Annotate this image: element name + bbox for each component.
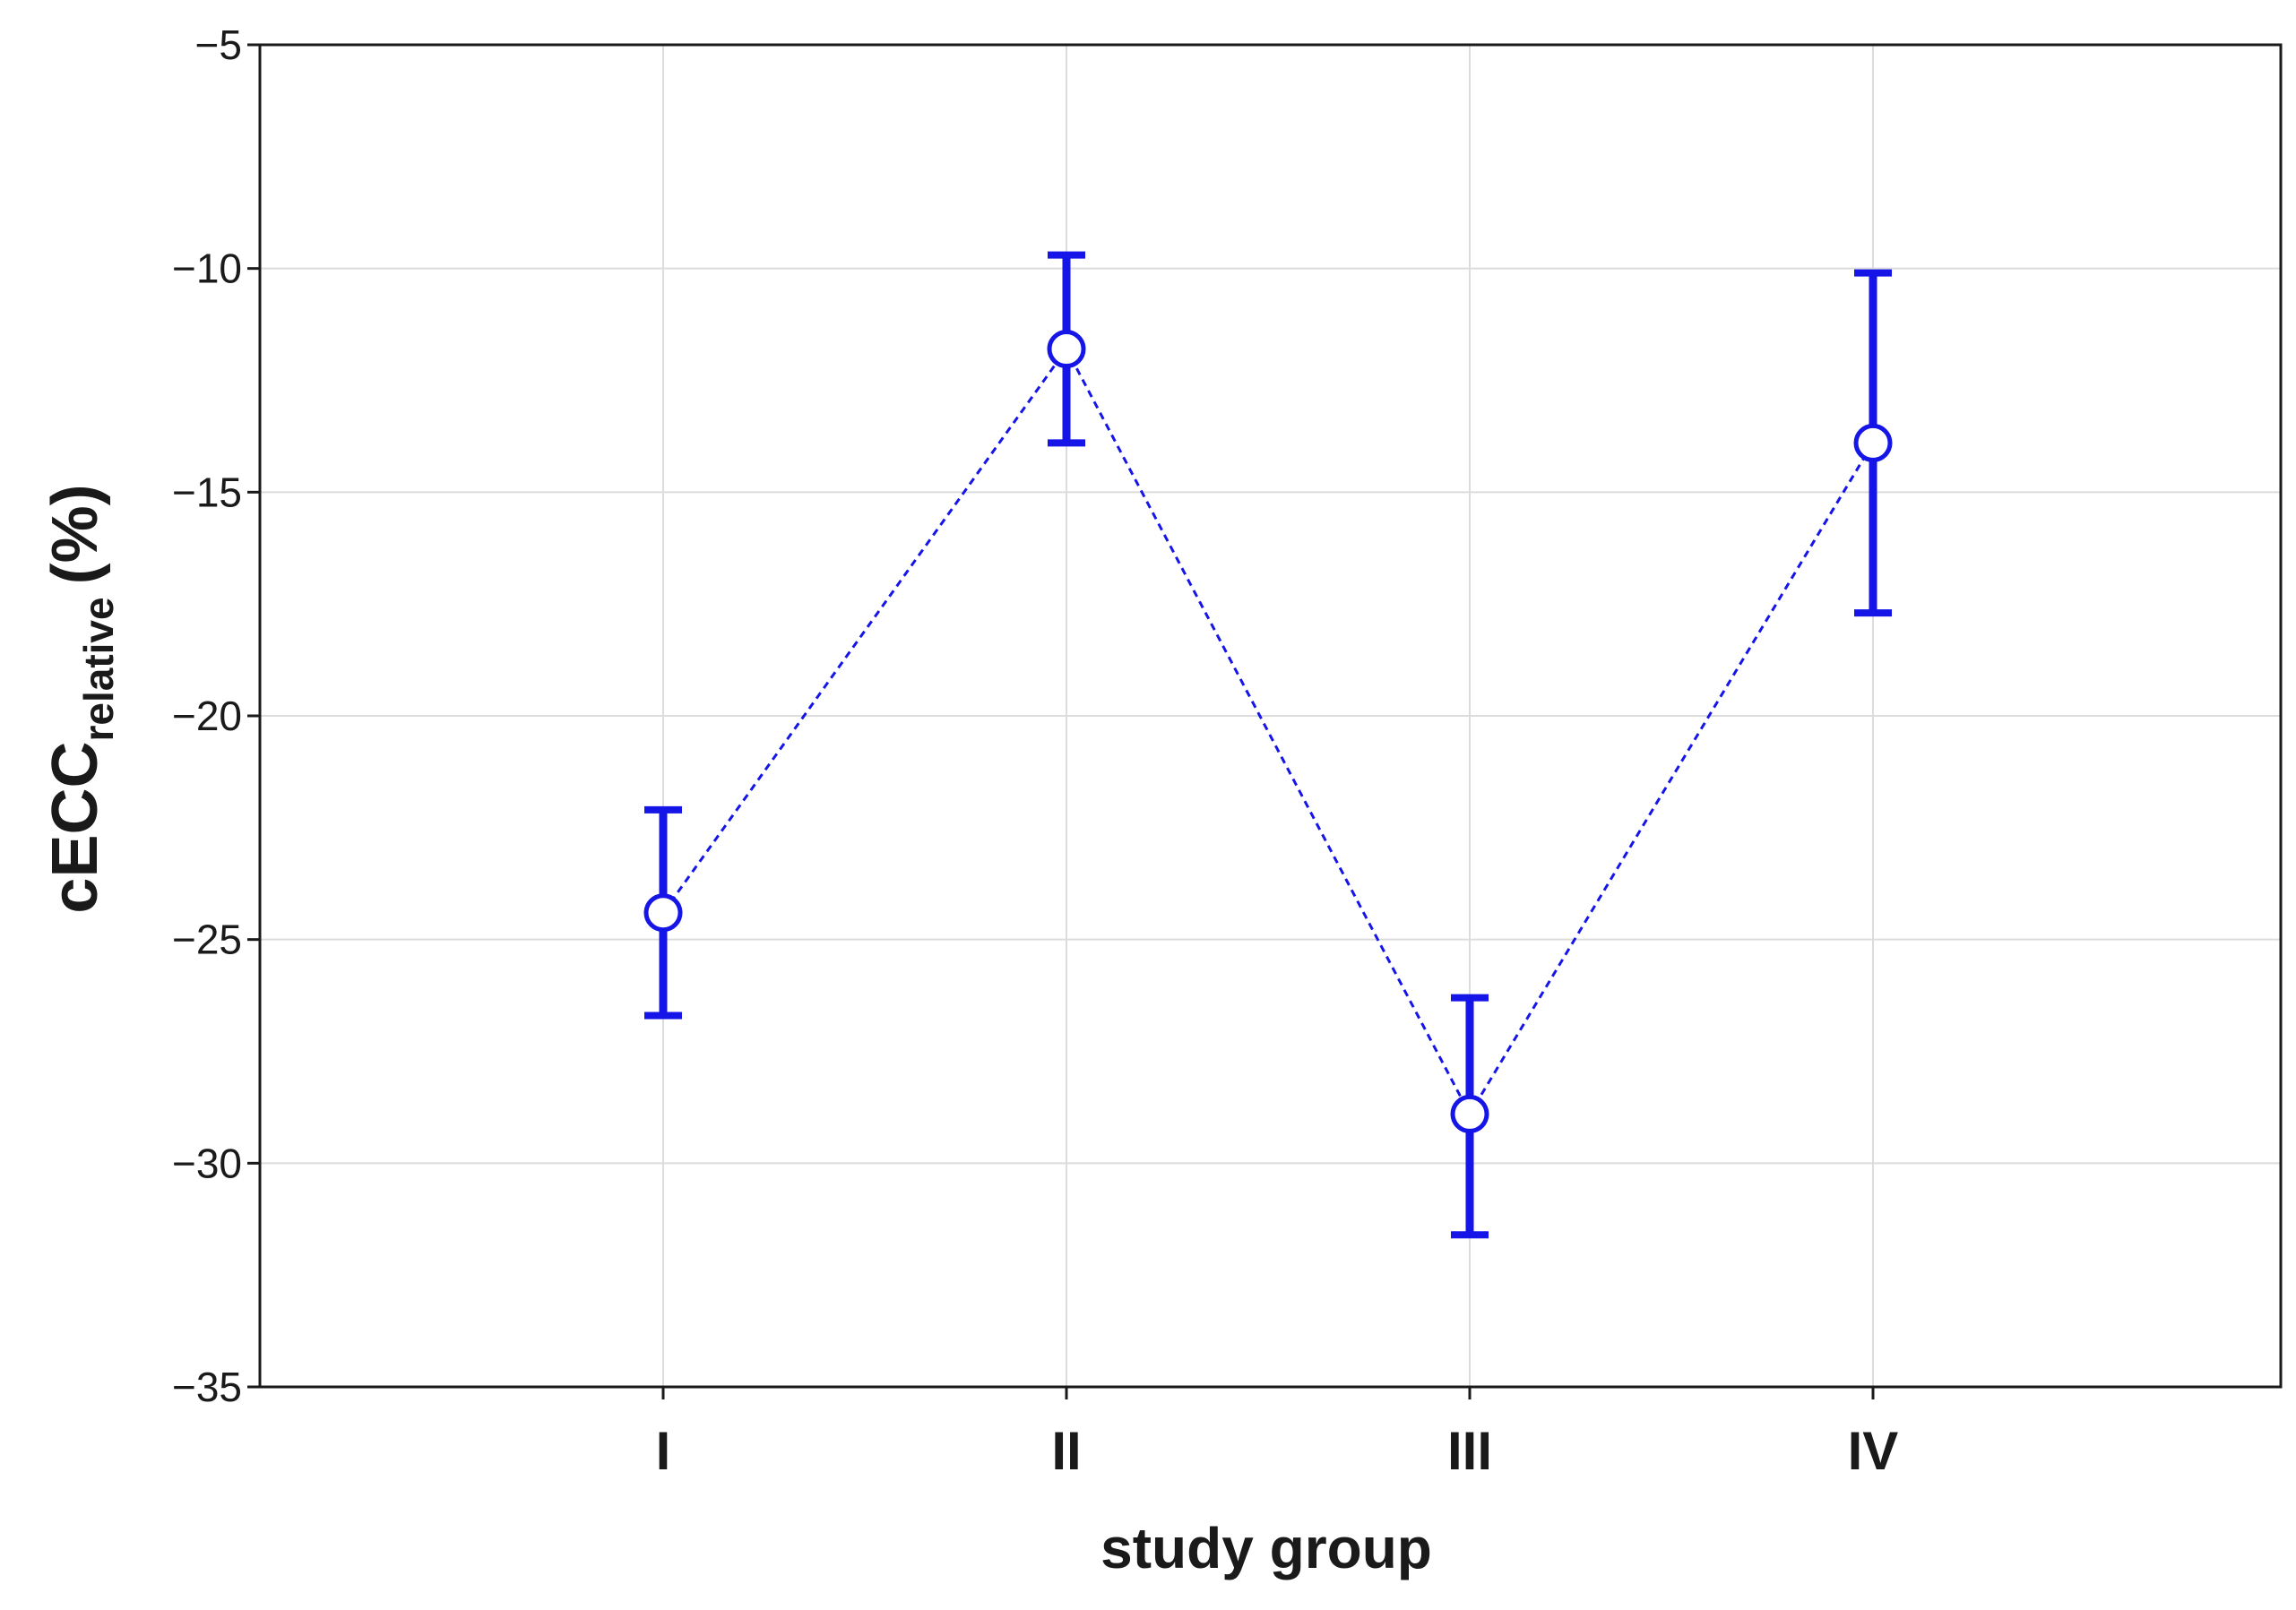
x-tick-label: I [656,1421,671,1481]
x-tick-label: III [1447,1421,1492,1481]
y-axis-label-main: cECC [39,742,111,914]
series-line [661,346,1875,1117]
data-point [1047,330,1086,369]
y-axis-label: cECCrelative (%) [39,484,122,913]
y-axis-label-subscript: relative [75,597,122,741]
y-tick-label: −20 [172,693,242,739]
x-axis-label: study group [1101,1516,1432,1580]
y-tick-label: −30 [172,1140,242,1186]
y-tick-label: −25 [172,917,242,963]
data-point [1450,1094,1489,1133]
y-axis-label-unit: (%) [39,484,111,584]
series [643,251,1893,1239]
y-tick-label: −35 [172,1364,242,1410]
data-point [643,893,683,933]
x-tick-label: IV [1848,1421,1899,1481]
grid [260,45,2281,1387]
x-tick-label: II [1051,1421,1081,1481]
y-axis-ticks: −35 −30 −25 −20 −15 −10 −5 [172,22,260,1410]
data-point [1853,423,1893,462]
y-tick-label: −10 [172,245,242,292]
x-axis-ticks: I II III IV [656,1387,1899,1481]
y-tick-label: −15 [172,469,242,515]
y-tick-label: −5 [195,22,242,68]
